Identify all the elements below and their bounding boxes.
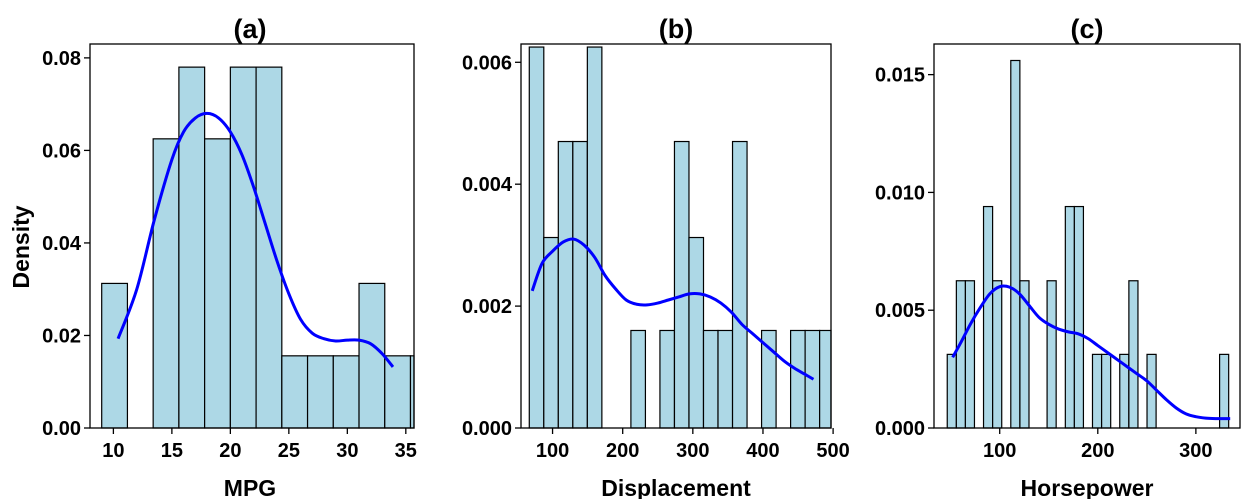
panel-c-bar-0: [946, 353, 957, 429]
panel-b-y-tick-label-0: 0.000: [462, 418, 512, 440]
panel-a-y-tick-label-2: 0.04: [42, 233, 82, 255]
panel-c-bar-22: [1146, 353, 1157, 429]
panel-c-bar-2: [964, 280, 976, 429]
panel-b-bar-14: [731, 140, 748, 429]
panel-c-bar-16: [1091, 353, 1103, 429]
panel-b-bar-12: [702, 329, 719, 429]
panel-a-bar-6: [255, 66, 283, 429]
panel-b-x-axis-title: Displacement: [601, 475, 751, 499]
panel-b: (b) Displacement 0.000 0.002 0.004 0.006 100…: [462, 14, 850, 501]
panel-a-bar-0: [101, 282, 129, 429]
panel-c-frame: [933, 43, 1241, 429]
panel-c-x-tick-label-0: 100: [983, 440, 1016, 462]
panel-b-bar-4: [586, 46, 603, 429]
panel-a-title: (a): [234, 14, 267, 44]
panel-b-bar-2: [557, 140, 574, 429]
panel-a-bar-7: [281, 355, 309, 429]
panel-c-bar-4: [982, 205, 994, 429]
panel-b-bar-11: [688, 236, 705, 429]
panel-a-y-tick-label-0: 0.00: [42, 418, 81, 440]
panel-c-y-tick-label-3: 0.015: [875, 65, 925, 87]
panel-b-frame: [520, 43, 832, 429]
panel-c-bar-17: [1101, 353, 1112, 429]
panel-c-x-tick-label-1: 200: [1081, 440, 1114, 462]
panel-a-bar-8: [306, 355, 334, 429]
panel-a-bar-10: [358, 282, 386, 429]
panel-b-y-tick-label-1: 0.002: [462, 296, 512, 318]
panel-b-bar-18: [789, 329, 806, 429]
panel-a-bar-2: [152, 138, 180, 429]
panel-a: (a) MPG 0.00 0.02 0.04 0.06 0.08 10 15 20 25 30 35: [42, 14, 417, 501]
panel-a-frame: [89, 43, 415, 429]
panel-a-bar-11: [384, 355, 412, 429]
panel-c-y-tick-label-0: 0.000: [875, 418, 925, 440]
panel-a-y-tick-label-3: 0.06: [42, 140, 81, 162]
panel-a-x-tick-label-1: 15: [161, 440, 183, 462]
panel-a-bar-9: [332, 355, 360, 429]
panel-b-bar-7: [630, 329, 647, 429]
panel-c-bar-5: [992, 280, 1003, 429]
panel-c: (c) Horsepower 0.000 0.005 0.010 0.015 100 20…: [875, 14, 1241, 501]
panel-b-bar-0: [528, 46, 545, 429]
panel-c-bar-14: [1073, 205, 1085, 429]
panel-c-plot: 0.000 0.005 0.010 0.015 100 200 300: [875, 43, 1241, 462]
panel-b-y-tick-label-2: 0.004: [462, 174, 513, 196]
panel-c-bar-13: [1064, 205, 1076, 429]
panel-a-plot: 0.00 0.02 0.04 0.06 0.08 10 15 20 25 30 35: [42, 43, 417, 462]
panel-c-bar-1: [955, 280, 967, 429]
panel-a-bar-3: [178, 66, 206, 429]
panel-b-density-curve: [530, 237, 815, 381]
panel-b-bar-13: [717, 329, 734, 429]
panel-b-x-tick-label-4: 500: [816, 440, 849, 462]
panel-b-bar-3: [572, 140, 588, 429]
panel-a-x-axis-title: MPG: [224, 475, 276, 499]
panel-a-y-tick-label-1: 0.02: [42, 325, 81, 347]
panel-c-x-axis-title: Horsepower: [1021, 475, 1154, 499]
panel-c-bar-20: [1128, 280, 1139, 429]
panel-a-x-tick-label-5: 35: [395, 440, 417, 462]
panel-a-x-tick-label-4: 30: [336, 440, 358, 462]
panel-c-x-tick-label-2: 300: [1179, 440, 1212, 462]
panel-a-bar-5: [229, 66, 257, 429]
panel-c-bar-7: [1010, 59, 1021, 429]
panel-c-title: (c): [1071, 14, 1104, 44]
panel-b-x-tick-label-1: 200: [606, 440, 639, 462]
panel-b-bar-1: [543, 236, 559, 429]
panel-b-bar-20: [819, 329, 832, 429]
panel-a-x-tick-label-2: 20: [219, 440, 241, 462]
panel-a-x-tick-label-0: 10: [102, 440, 124, 462]
panel-b-title: (b): [659, 14, 693, 44]
panel-c-bar-11: [1046, 280, 1057, 429]
panel-b-bar-9: [659, 329, 676, 429]
panel-b-y-tick-label-3: 0.006: [462, 52, 512, 74]
panel-b-plot: 0.000 0.002 0.004 0.006 100 200 300 400 500: [462, 43, 850, 462]
panel-c-density-curve: [951, 284, 1231, 421]
panel-a-y-tick-label-4: 0.08: [42, 48, 81, 70]
panel-b-bar-10: [673, 140, 690, 429]
panel-a-x-tick-label-3: 25: [278, 440, 300, 462]
panel-a-bar-4: [204, 138, 231, 429]
panel-b-x-tick-label-2: 300: [676, 440, 709, 462]
panel-b-x-tick-label-3: 400: [746, 440, 779, 462]
panel-a-density-curve: [116, 111, 395, 368]
panel-c-y-tick-label-1: 0.005: [875, 300, 925, 322]
panel-c-bar-30: [1218, 353, 1230, 429]
panel-b-x-tick-label-0: 100: [536, 440, 569, 462]
panel-c-y-tick-label-2: 0.010: [875, 182, 925, 204]
y-axis-title: Density: [8, 205, 34, 288]
